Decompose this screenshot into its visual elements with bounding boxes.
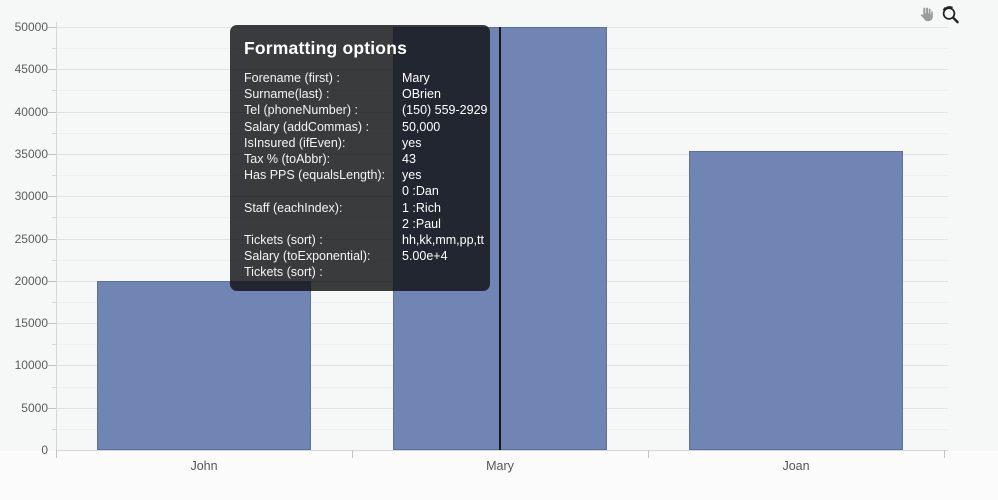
y-axis-tick [48, 153, 56, 155]
tooltip-title: Formatting options [244, 38, 408, 58]
tooltip-row-value: 0 :Dan [402, 184, 439, 199]
y-axis-tick [48, 111, 56, 113]
y-axis-tick [48, 238, 56, 240]
tooltip-row: Tax % (toAbbr): 43 [244, 151, 476, 167]
tooltip-row-label: Tickets (sort) : [244, 265, 323, 280]
y-axis-tick [52, 90, 56, 92]
tooltip-row-value: OBrien [402, 87, 441, 102]
tooltip-row-value: 5.00e+4 [402, 249, 448, 264]
tooltip-row: IsInsured (ifEven): yes [244, 135, 476, 151]
x-axis-tick [352, 450, 353, 458]
y-axis-tick [48, 27, 56, 28]
tooltip-row-value [402, 264, 476, 280]
tooltip-row-label: Tax % (toAbbr): [244, 152, 331, 167]
y-axis-tick [48, 280, 56, 282]
tooltip-row: Tel (phoneNumber) : (150) 559-2929 [244, 102, 487, 118]
x-axis-label: Mary [486, 459, 514, 473]
tooltip-row: Tickets (sort) : hh,kk,mm,pp,tt [244, 232, 484, 248]
bar-john[interactable] [97, 280, 311, 450]
tooltip-row: Has PPS (equalsLength): yes [244, 167, 476, 183]
x-axis-tick [56, 450, 57, 458]
tooltip-row: Forename (first) : Mary [244, 70, 476, 86]
pan-button[interactable] [915, 4, 935, 24]
tooltip-row-label: Has PPS (equalsLength): [244, 168, 386, 183]
tooltip-row: Salary (addCommas) : 50,000 [244, 119, 476, 135]
y-axis-line [56, 22, 57, 450]
y-axis-tick [48, 365, 56, 367]
tooltip-row-label: Salary (addCommas) : [244, 119, 370, 134]
tooltip-rows: Forename (first) : Mary Surname(last) : OBr… [244, 70, 487, 281]
y-axis-label: 35000 [14, 146, 48, 161]
y-axis-tick [52, 48, 56, 50]
y-axis-label: 15000 [14, 316, 48, 331]
y-axis-label: 40000 [14, 104, 48, 119]
y-axis-label: 10000 [14, 358, 48, 373]
y-axis-tick [52, 217, 56, 219]
y-axis-tick [52, 428, 56, 430]
axis-label-strip [0, 451, 998, 500]
y-axis-tick [48, 69, 56, 71]
y-axis-tick [48, 407, 56, 409]
y-axis-label: 45000 [14, 62, 48, 77]
tooltip-row: Salary (toExponential): 5.00e+4 [244, 248, 476, 264]
y-axis-tick [48, 323, 56, 325]
tooltip-row-label: Salary (toExponential): [244, 249, 371, 264]
tooltip-row-label: Forename (first) : [244, 71, 340, 85]
x-axis-tick [648, 450, 649, 458]
tooltip-row-value: hh,kk,mm,pp,tt [402, 233, 484, 248]
y-axis-label: 25000 [14, 231, 48, 246]
formatting-options-tooltip: Formatting options Forename (first) : Mar… [230, 25, 490, 291]
tooltip-row-value: (150) 559-2929 [402, 103, 488, 118]
tooltip-row-label [244, 183, 402, 199]
tooltip-row-label: Surname(last) : [244, 87, 330, 102]
tooltip-row-label: Staff (eachIndex): [244, 200, 343, 215]
x-axis-label: Joan [782, 459, 810, 473]
y-axis-label: 30000 [14, 189, 48, 204]
tooltip-row: Tickets (sort) : [244, 264, 476, 280]
reset-zoom-button[interactable] [940, 4, 960, 24]
tooltip-row: 0 :Dan [244, 183, 476, 199]
tooltip-row-value: yes [402, 135, 422, 150]
tooltip-row: 2 :Paul [244, 216, 476, 232]
y-axis-label: 50000 [14, 20, 48, 34]
tooltip-row-value: 43 [402, 152, 416, 167]
tooltip-row-label [244, 216, 402, 232]
y-axis-tick [52, 175, 56, 177]
tooltip-row-value: 2 :Paul [402, 216, 441, 231]
tooltip-row-label: Tickets (sort) : [244, 233, 323, 248]
y-axis-tick [52, 301, 56, 303]
tooltip-row-label: IsInsured (ifEven): [244, 135, 346, 150]
x-axis-tick [944, 450, 945, 458]
y-axis-label: 5000 [21, 400, 48, 415]
y-axis-label: 20000 [14, 273, 48, 288]
tooltip-row-value: Mary [402, 71, 430, 85]
chart-toolbar [915, 4, 960, 24]
tooltip-row-value: 1 :Rich [402, 200, 441, 215]
pan-hand-icon [920, 7, 933, 21]
tooltip-row-value: 50,000 [402, 119, 441, 134]
tooltip-row: Staff (eachIndex): 1 :Rich [244, 200, 476, 216]
reset-zoom-icon [942, 6, 959, 24]
y-axis-tick [52, 132, 56, 134]
y-axis-tick [52, 259, 56, 261]
y-axis-tick [52, 386, 56, 388]
tooltip-row-value: yes [402, 168, 422, 183]
bar-joan[interactable] [689, 150, 903, 450]
tooltip-row: Surname(last) : OBrien [244, 86, 476, 102]
crosshair-line [499, 27, 501, 450]
y-axis-tick [52, 344, 56, 346]
x-axis-line [56, 450, 948, 451]
tooltip-row-label: Tel (phoneNumber) : [244, 103, 358, 118]
y-axis-tick [48, 196, 56, 198]
x-axis-label: John [190, 459, 218, 473]
y-axis-label: 0 [41, 443, 48, 457]
